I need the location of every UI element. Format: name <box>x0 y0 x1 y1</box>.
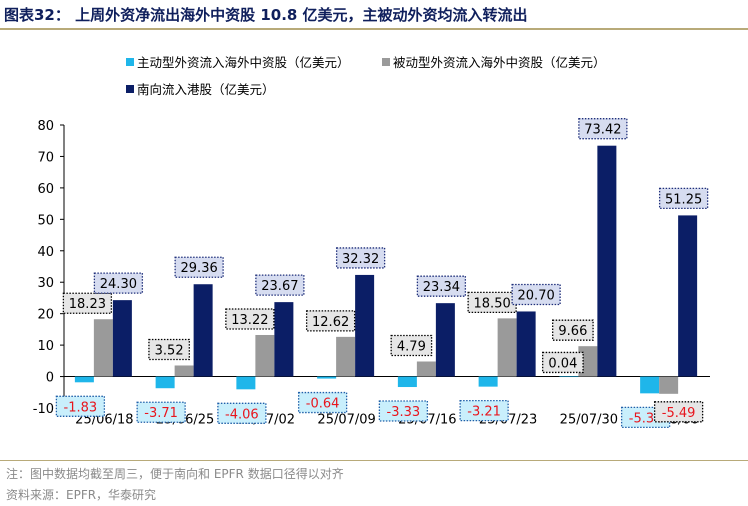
data-label-box <box>148 338 190 361</box>
data-label: 4.79 <box>397 339 426 354</box>
bar <box>155 376 175 389</box>
bar <box>74 376 94 383</box>
data-label: 29.36 <box>181 261 218 276</box>
y-tick-label: 70 <box>37 150 54 165</box>
y-tick-label: 40 <box>37 245 54 260</box>
data-label-box <box>55 395 106 417</box>
data-label: -3.21 <box>467 405 501 420</box>
bar <box>559 376 579 378</box>
data-label: -1.83 <box>64 400 98 415</box>
data-label-box <box>542 351 584 374</box>
footnote: 注：图中数据均截至周三，便于南向和 EPFR 数据口径得以对齐 <box>6 467 344 481</box>
data-label-box <box>552 319 594 341</box>
data-label-box <box>578 118 628 140</box>
data-label-box <box>217 402 267 424</box>
data-label-box <box>305 310 356 332</box>
bar <box>640 376 660 394</box>
data-label: 73.42 <box>584 123 621 138</box>
data-label: 12.62 <box>312 315 349 330</box>
y-tick-label: 60 <box>37 182 54 197</box>
data-label-box <box>658 187 709 210</box>
data-label: -3.71 <box>144 406 178 421</box>
data-label-box <box>225 308 275 330</box>
y-tick-label: 30 <box>37 276 54 291</box>
bar <box>336 336 356 377</box>
data-label: -0.64 <box>306 397 340 412</box>
data-label: -3.33 <box>387 405 421 420</box>
data-label: 18.50 <box>474 296 511 311</box>
data-label: 9.66 <box>558 324 587 339</box>
bar <box>678 215 698 377</box>
data-label-box <box>653 401 704 423</box>
bar <box>516 311 536 377</box>
data-label: 32.32 <box>342 252 379 267</box>
bar <box>478 376 498 387</box>
bar <box>416 361 436 377</box>
data-label-box <box>390 334 433 357</box>
chart-title: 图表32： 上周外资净流出海外中资股 10.8 亿美元，主被动外资均流入转流出 <box>4 6 528 24</box>
data-label: 24.30 <box>100 277 137 292</box>
bar <box>578 346 598 377</box>
data-label-box <box>255 274 305 296</box>
y-tick-label: -10 <box>33 402 54 417</box>
legend-label: 南向流入港股（亿美元） <box>137 82 275 97</box>
data-label-box <box>416 275 467 297</box>
data-label: 20.70 <box>518 288 555 303</box>
data-label-box <box>511 283 561 306</box>
data-label-box <box>459 399 509 422</box>
data-label: 0.04 <box>548 356 577 371</box>
data-label: 13.22 <box>231 313 268 328</box>
data-label: 23.67 <box>261 279 298 294</box>
legend-label: 被动型外资流入海外中资股（亿美元） <box>393 55 606 70</box>
data-label-box <box>93 272 144 294</box>
y-tick-label: 80 <box>37 119 54 134</box>
bar <box>317 376 337 379</box>
bar <box>274 302 294 377</box>
bar <box>174 365 194 377</box>
y-tick-label: 20 <box>37 308 54 323</box>
bar <box>93 319 113 377</box>
footer-divider <box>0 460 748 461</box>
bar <box>112 300 132 377</box>
bar <box>397 376 417 388</box>
bar <box>255 334 275 377</box>
data-label: -5.49 <box>662 406 696 421</box>
bar <box>435 303 455 377</box>
bar <box>355 274 375 377</box>
bar <box>597 145 617 377</box>
data-label: -4.06 <box>225 407 259 422</box>
legend-label: 主动型外资流入海外中资股（亿美元） <box>137 55 350 70</box>
data-label-box <box>378 400 429 422</box>
bar <box>193 284 213 377</box>
data-label-box <box>174 256 224 278</box>
x-tick-label: 25/07/09 <box>317 413 375 428</box>
data-label: -5.34 <box>629 411 663 426</box>
source-note: 资料来源：EPFR，华泰研究 <box>6 488 157 502</box>
y-tick-label: 0 <box>46 371 54 386</box>
bar <box>236 376 256 390</box>
legend-swatch <box>126 85 134 93</box>
data-label: 3.52 <box>155 343 184 358</box>
y-tick-label: 10 <box>37 339 54 354</box>
y-tick-label: 50 <box>37 213 54 228</box>
bar <box>497 318 517 377</box>
title-divider <box>0 28 748 30</box>
x-tick-label: 25/07/30 <box>560 413 618 428</box>
data-label-box <box>335 247 386 269</box>
data-label: 23.34 <box>423 280 460 295</box>
data-label: 18.23 <box>69 297 106 312</box>
data-label: 51.25 <box>665 192 702 207</box>
data-label-box <box>136 401 186 423</box>
bar-chart: 主动型外资流入海外中资股（亿美元） 被动型外资流入海外中资股（亿美元） 南向流入港股… <box>33 55 710 428</box>
data-label-box <box>297 391 348 414</box>
legend-swatch <box>126 58 134 66</box>
bar <box>659 376 679 394</box>
legend-swatch <box>382 58 390 66</box>
data-label-box <box>62 292 113 314</box>
